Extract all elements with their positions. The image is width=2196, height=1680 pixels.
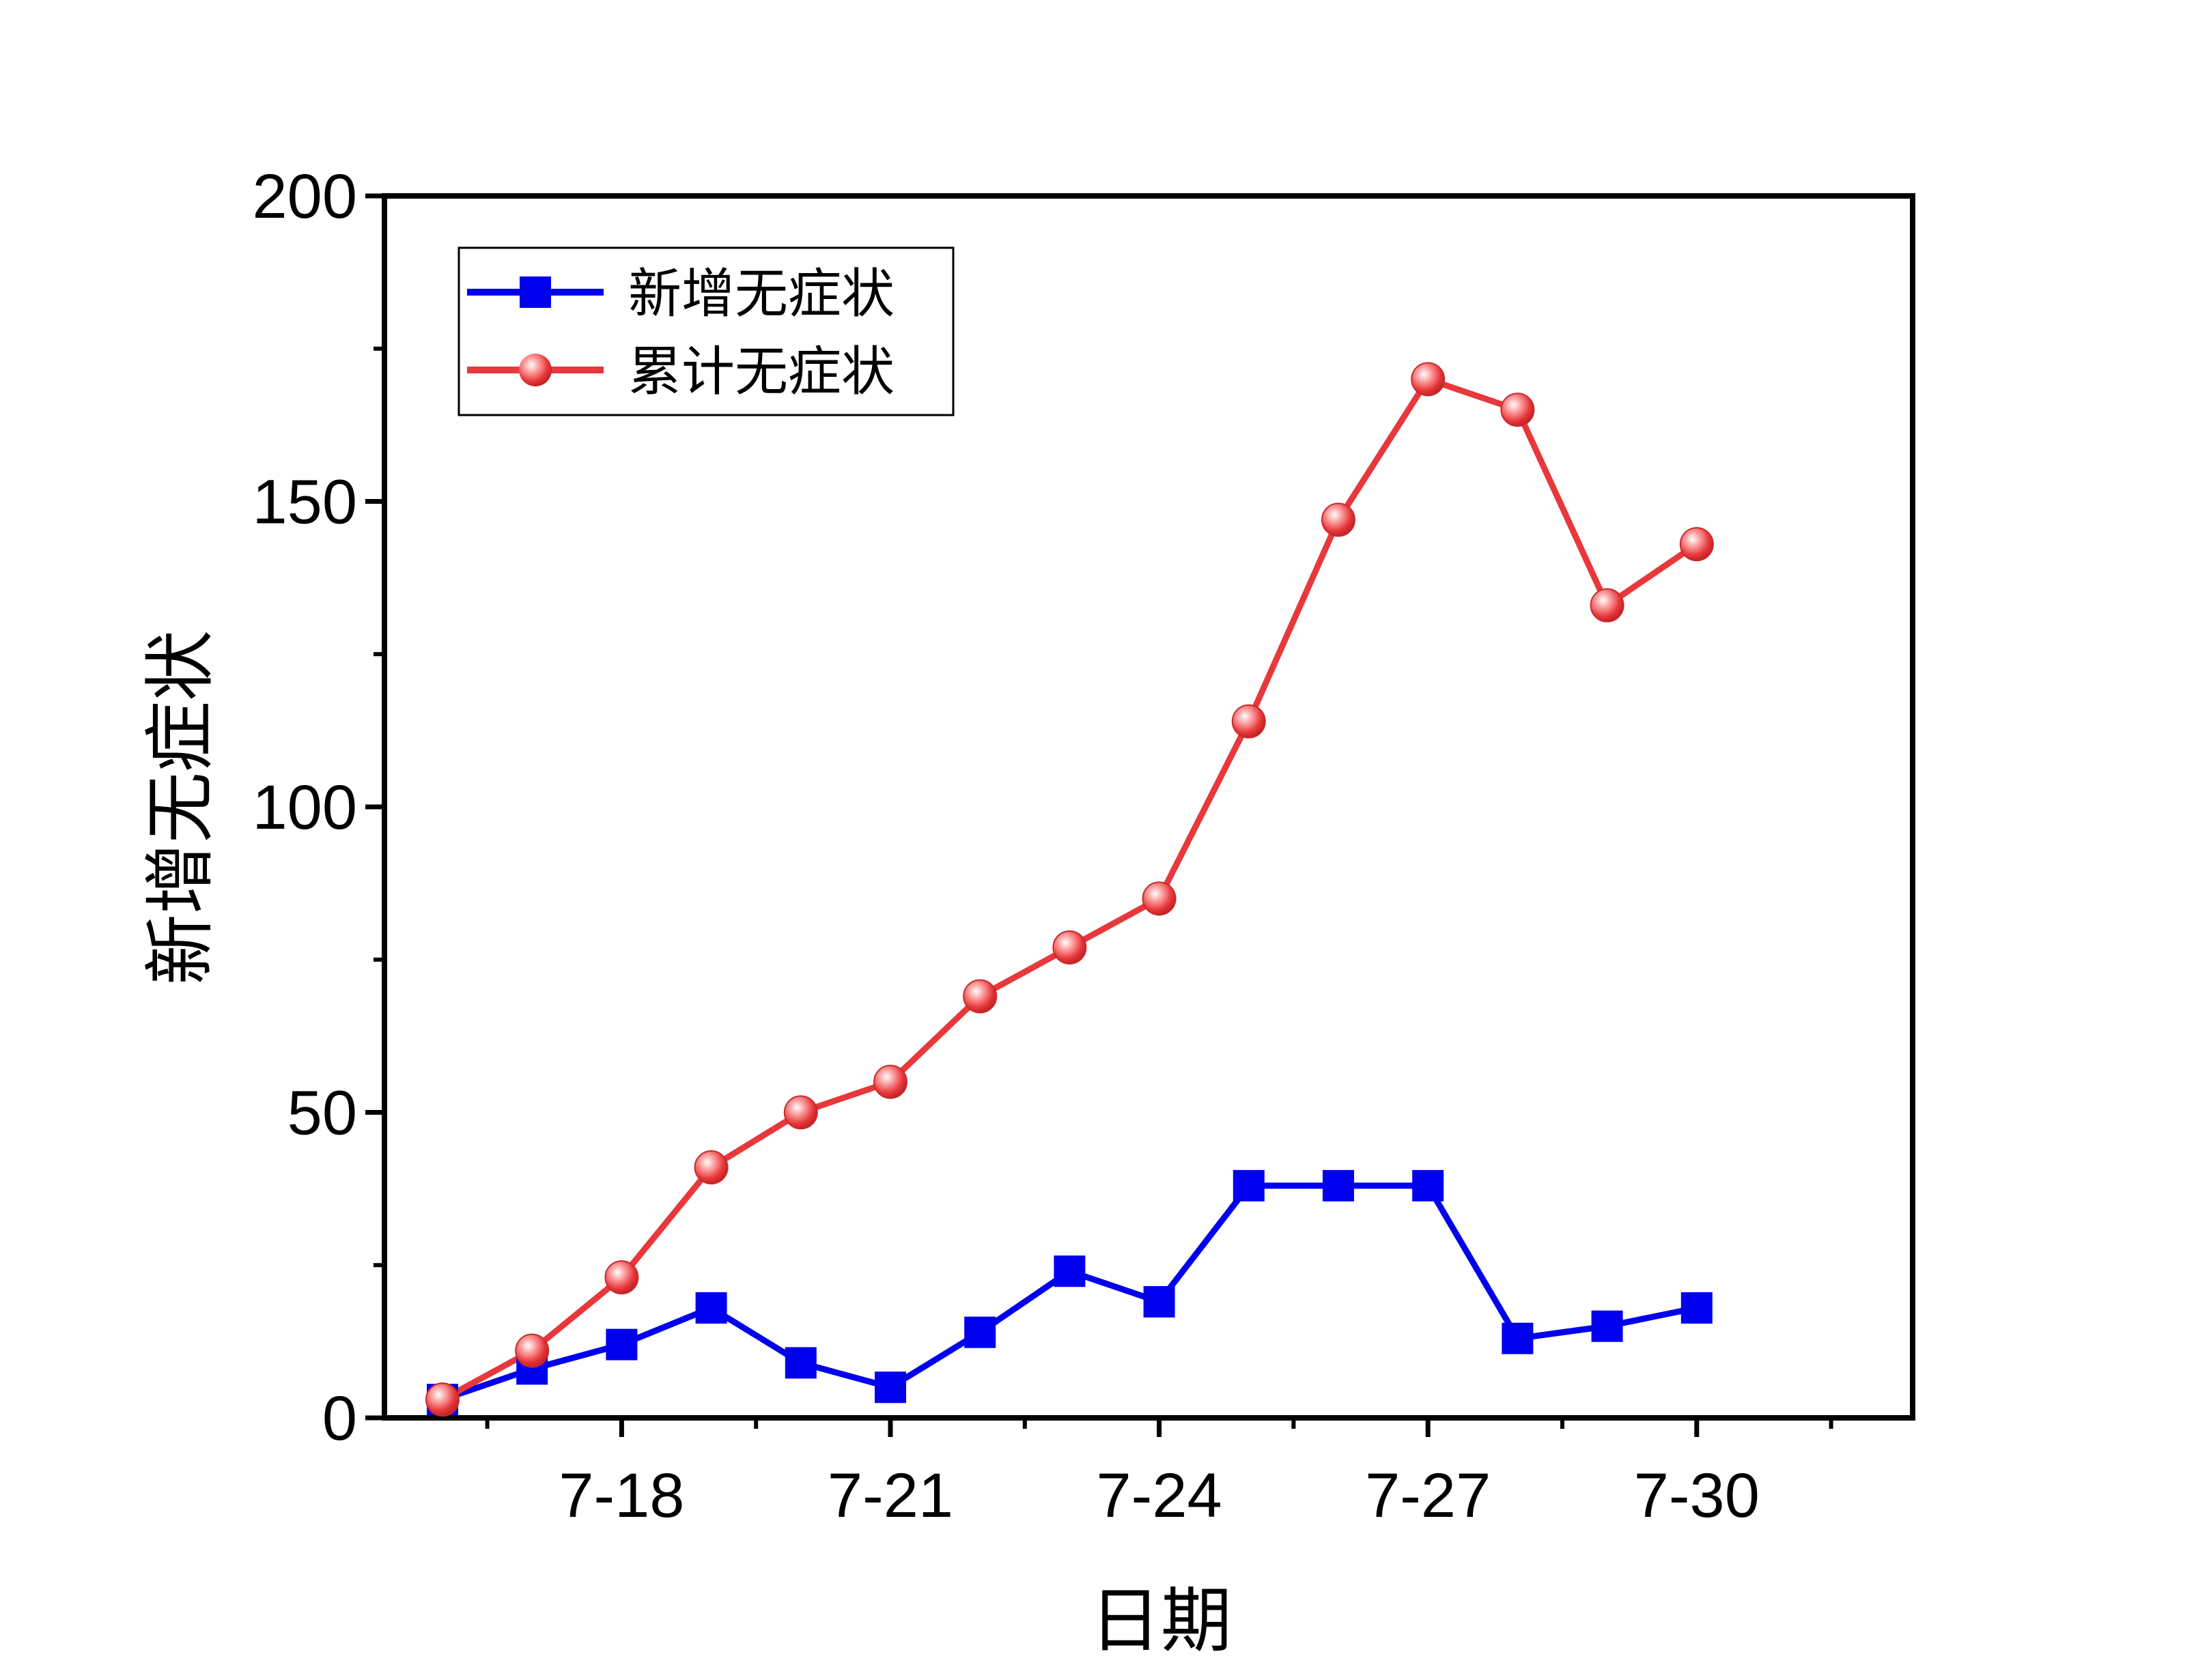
data-point-circle: [1321, 502, 1355, 537]
series-line-1: [441, 1182, 1698, 1403]
y-tick-label: 200: [253, 162, 358, 231]
data-point-square: [1502, 1322, 1534, 1354]
data-point-circle: [694, 1150, 729, 1185]
data-point-circle: [1679, 527, 1714, 562]
data-point-circle: [1052, 930, 1087, 965]
data-point-square: [606, 1328, 638, 1361]
data-point-square: [1680, 1292, 1713, 1324]
legend-box: [458, 246, 955, 416]
series-line-2: [440, 376, 1699, 1403]
data-point-circle: [873, 1064, 907, 1099]
legend-marker-circle: [519, 354, 552, 386]
data-point-square: [1323, 1169, 1354, 1201]
y-tick-label: 100: [253, 773, 358, 842]
data-point-circle: [515, 1333, 550, 1368]
data-point-circle: [1590, 588, 1624, 623]
data-point-square: [785, 1347, 817, 1379]
data-point-square: [1591, 1310, 1623, 1342]
data-point-square: [1412, 1169, 1444, 1201]
data-point-circle: [1142, 881, 1177, 916]
data-point-square: [964, 1316, 996, 1348]
data-point-square: [1143, 1285, 1175, 1318]
data-point-circle: [604, 1260, 639, 1295]
data-point-circle: [1500, 393, 1535, 427]
data-point-circle: [425, 1382, 460, 1417]
y-axis-ticks: 0 50 100 150 200: [253, 162, 384, 1453]
y-tick-label: 0: [322, 1384, 357, 1453]
y-tick-label: 50: [287, 1079, 357, 1148]
x-axis-ticks: 7-18 7-21 7-24 7-27 7-30: [485, 1418, 1833, 1530]
x-tick-label: 7-27: [1365, 1461, 1491, 1530]
data-point-circle: [1411, 362, 1446, 397]
data-point-circle: [783, 1095, 818, 1130]
y-tick-label: 150: [253, 468, 358, 537]
data-point-circle: [963, 979, 998, 1014]
x-tick-label: 7-24: [1097, 1461, 1222, 1530]
x-tick-label: 7-21: [828, 1461, 953, 1530]
legend-marker-square: [520, 276, 551, 308]
x-axis-title: 日期: [1090, 1579, 1232, 1662]
x-tick-label: 7-18: [559, 1461, 684, 1530]
series-layer: [425, 362, 1714, 1417]
data-point-circle: [1231, 704, 1266, 739]
legend-label-2: 累计无症状: [628, 341, 895, 403]
legend: 新增无症状 累计无症状: [458, 246, 955, 416]
data-point-square: [1054, 1255, 1086, 1287]
x-tick-label: 7-30: [1634, 1461, 1760, 1530]
data-point-square: [695, 1292, 727, 1324]
data-point-square: [1233, 1169, 1265, 1201]
legend-label-1: 新增无症状: [628, 264, 895, 325]
data-point-square: [875, 1371, 906, 1404]
y-axis-title: 新增无症状: [139, 630, 222, 985]
